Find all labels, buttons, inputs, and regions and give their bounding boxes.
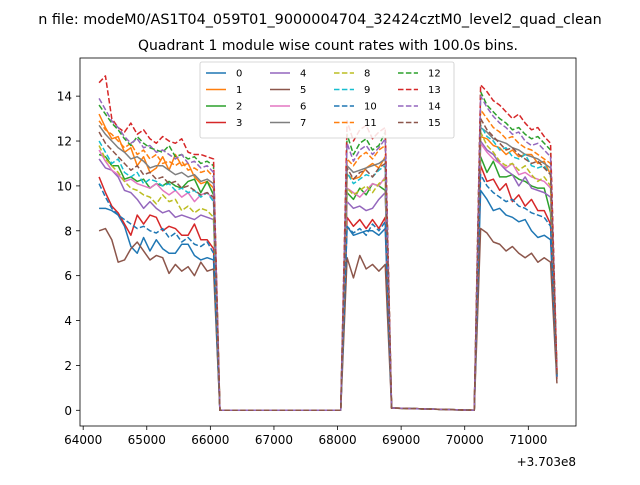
y-tick-label: 14 <box>57 90 72 104</box>
x-tick-label: 66000 <box>191 433 229 447</box>
legend-label-10: 10 <box>364 102 377 113</box>
x-tick-label: 65000 <box>128 433 166 447</box>
legend-label-5: 5 <box>300 85 306 96</box>
chart-title: Quadrant 1 module wise count rates with … <box>138 38 518 54</box>
series-line-14 <box>98 95 558 412</box>
y-tick-label: 0 <box>64 404 72 418</box>
y-tick-label: 8 <box>64 224 72 238</box>
legend-label-8: 8 <box>364 69 370 80</box>
legend-box <box>199 61 455 139</box>
y-tick-label: 4 <box>64 314 72 328</box>
legend-label-14: 14 <box>428 102 441 113</box>
legend-label-0: 0 <box>236 69 242 80</box>
legend-label-9: 9 <box>364 85 370 96</box>
x-tick-label: 70000 <box>446 433 484 447</box>
legend-label-6: 6 <box>300 102 306 113</box>
figure-suptitle: n file: modeM0/AS1T04_059T01_9000004704_… <box>38 12 602 28</box>
y-tick-label: 6 <box>64 269 72 283</box>
legend-label-12: 12 <box>428 69 441 80</box>
x-tick-label: 64000 <box>64 433 102 447</box>
x-tick-label: 68000 <box>318 433 356 447</box>
x-axis: 64000 65000 66000 67000 68000 69000 70000 71000 <box>64 426 547 447</box>
y-axis: 0 2 4 6 8 10 12 14 <box>57 90 80 418</box>
y-tick-label: 2 <box>64 359 72 373</box>
legend-label-11: 11 <box>364 118 377 129</box>
x-tick-label: 67000 <box>255 433 293 447</box>
legend-label-15: 15 <box>428 118 441 129</box>
series-line-15 <box>98 117 558 412</box>
legend-label-2: 2 <box>236 102 242 113</box>
axes-frame <box>79 57 577 427</box>
x-tick-label: 71000 <box>509 433 547 447</box>
legend-label-1: 1 <box>236 85 242 96</box>
series-line-11 <box>98 108 558 412</box>
x-tick-label: 69000 <box>382 433 420 447</box>
legend-label-4: 4 <box>300 69 306 80</box>
legend-label-13: 13 <box>428 85 441 96</box>
series-line-5 <box>98 227 558 412</box>
series-line-8 <box>98 131 558 412</box>
series-line-10 <box>98 173 558 412</box>
y-tick-label: 10 <box>57 179 72 193</box>
legend-label-3: 3 <box>236 118 242 129</box>
series-layer <box>98 75 558 412</box>
x-axis-offset-label: +3.703e8 <box>517 455 576 469</box>
legend-label-7: 7 <box>300 118 306 129</box>
y-tick-label: 12 <box>57 135 72 149</box>
